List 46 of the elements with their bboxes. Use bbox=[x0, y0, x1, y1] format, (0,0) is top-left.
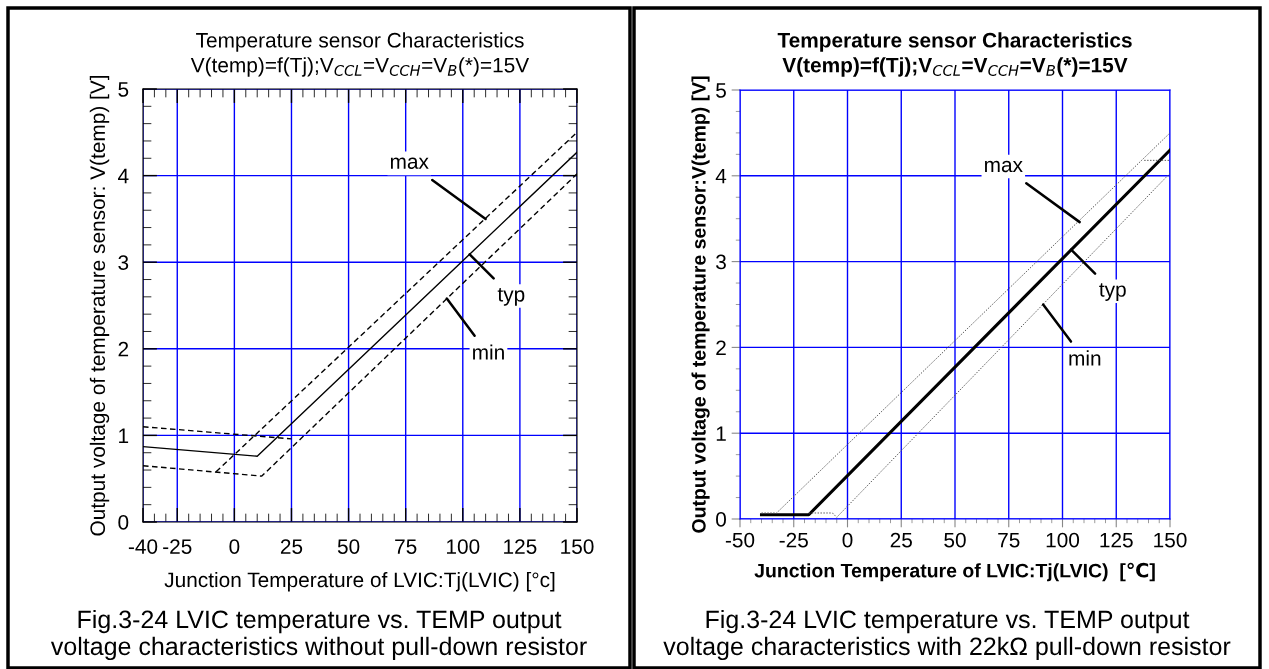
x-tick-label: 100 bbox=[447, 539, 480, 554]
y-tick-label: 3 bbox=[118, 255, 129, 270]
y-tick-label: 0 bbox=[118, 515, 129, 530]
annotation: min bbox=[473, 344, 504, 360]
y-tick-label: 2 bbox=[716, 340, 726, 355]
x-tick-label: 125 bbox=[1100, 532, 1133, 548]
x-tick-label: 0 bbox=[229, 539, 240, 554]
x-tick-label: 0 bbox=[842, 532, 853, 548]
x-tick-label: -25 bbox=[163, 539, 192, 554]
x-axis-title: Junction Temperature of LVIC:Tj(LVIC) [°c] bbox=[164, 571, 555, 592]
x-tick-label: 100 bbox=[1046, 532, 1080, 548]
y-tick-label: 4 bbox=[715, 169, 727, 184]
chart-subtitle: V(temp)=f(Tj);V$_{CCL}$=V$_{CCH}$=V$_{B}$(*)=15V bbox=[190, 57, 530, 77]
chart-title: Temperature sensor Characteristics bbox=[777, 32, 1132, 52]
y-tick-label: 4 bbox=[118, 168, 129, 184]
chart-title: Temperature sensor Characteristics bbox=[196, 32, 524, 52]
x-tick-label: 25 bbox=[890, 532, 912, 548]
x-tick-label: 150 bbox=[1154, 532, 1187, 548]
chart-subtitle: V(temp)=f(Tj);V$_{CCL}$=V$_{CCH}$=V$_{B}$(*)=15V bbox=[782, 57, 1128, 77]
annotation: typ bbox=[1099, 283, 1126, 301]
y-tick-label: 2 bbox=[118, 341, 129, 357]
annotation: max bbox=[985, 160, 1023, 173]
caption: Fig.3-24 LVIC temperature vs. TEMP output voltage characteristics with 22kΩ pull-down resistor bbox=[663, 609, 1231, 661]
y-tick-label: 1 bbox=[716, 426, 726, 441]
y-axis-title: Output voltage of temperature sensor:V(temp) [V] bbox=[691, 76, 710, 533]
annotation: min bbox=[1069, 350, 1101, 366]
x-tick-label: 50 bbox=[337, 539, 360, 554]
x-tick-label: 25 bbox=[280, 539, 303, 554]
x-tick-label: -40 bbox=[128, 539, 158, 554]
x-tick-label: 75 bbox=[395, 539, 417, 554]
x-tick-label: -50 bbox=[725, 532, 755, 548]
x-axis-title: Junction Temperature of LVIC:Tj(LVIC) [℃] bbox=[754, 562, 1155, 582]
y-tick-label: 5 bbox=[118, 82, 129, 97]
y-tick-label: 1 bbox=[119, 428, 129, 443]
x-tick-label: -25 bbox=[779, 532, 808, 548]
y-tick-label: 3 bbox=[716, 254, 726, 270]
annotation: max bbox=[390, 157, 429, 169]
caption: Fig.3-24 LVIC temperature vs. TEMP output voltage characteristics without pull-down resistor bbox=[50, 609, 587, 661]
x-tick-label: 50 bbox=[944, 532, 966, 548]
y-tick-label: 5 bbox=[716, 83, 726, 98]
y-axis-title: Output voltage of temperature sensor: V(temp) [V] bbox=[89, 75, 110, 536]
x-tick-label: 125 bbox=[504, 539, 537, 554]
x-tick-label: 75 bbox=[998, 532, 1020, 548]
y-tick-label: 0 bbox=[716, 512, 726, 527]
annotation: typ bbox=[497, 287, 525, 306]
x-tick-label: 150 bbox=[561, 539, 594, 554]
